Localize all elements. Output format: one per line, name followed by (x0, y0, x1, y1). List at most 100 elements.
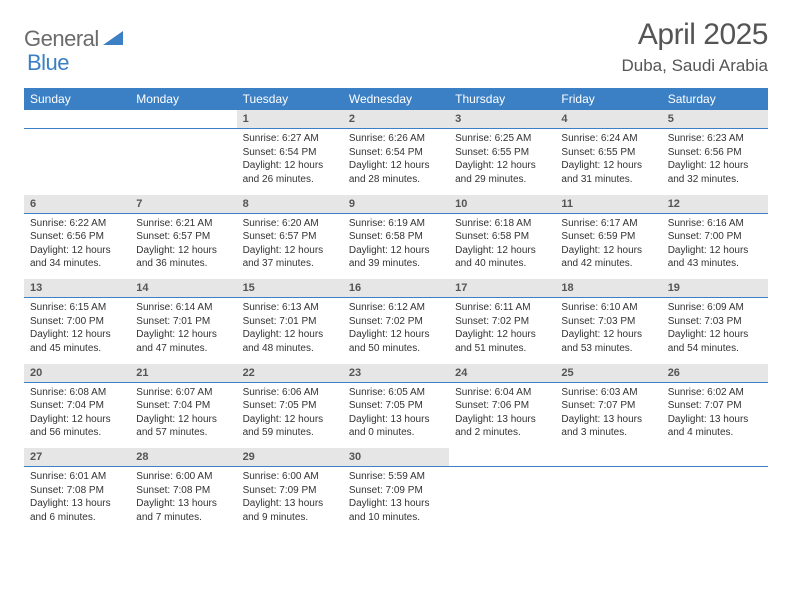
sunrise-line: Sunrise: 6:25 AM (455, 132, 549, 146)
sunset-line: Sunset: 6:54 PM (349, 146, 443, 160)
day-cell-body: Sunrise: 6:03 AMSunset: 7:07 PMDaylight:… (555, 383, 661, 444)
day-number: 21 (130, 364, 236, 382)
weekday-header: Monday (130, 88, 236, 110)
weekday-header: Thursday (449, 88, 555, 110)
sunset-line: Sunset: 7:01 PM (136, 315, 230, 329)
sunrise-line: Sunrise: 6:01 AM (30, 470, 124, 484)
daylight-line: Daylight: 12 hours and 43 minutes. (668, 244, 762, 271)
sunrise-line: Sunrise: 6:26 AM (349, 132, 443, 146)
day-cell: Sunrise: 6:13 AMSunset: 7:01 PMDaylight:… (237, 298, 343, 364)
sunset-line: Sunset: 7:02 PM (349, 315, 443, 329)
day-cell-body: Sunrise: 6:25 AMSunset: 6:55 PMDaylight:… (449, 129, 555, 190)
day-cell: Sunrise: 6:19 AMSunset: 6:58 PMDaylight:… (343, 213, 449, 279)
day-number: 9 (343, 195, 449, 213)
week-row: Sunrise: 6:15 AMSunset: 7:00 PMDaylight:… (24, 298, 768, 364)
logo-text-blue-wrap: Blue (27, 50, 69, 76)
day-cell-body: Sunrise: 6:09 AMSunset: 7:03 PMDaylight:… (662, 298, 768, 359)
day-cell: Sunrise: 6:20 AMSunset: 6:57 PMDaylight:… (237, 213, 343, 279)
day-cell-body: Sunrise: 6:15 AMSunset: 7:00 PMDaylight:… (24, 298, 130, 359)
sunset-line: Sunset: 6:56 PM (30, 230, 124, 244)
sunrise-line: Sunrise: 6:22 AM (30, 217, 124, 231)
sunset-line: Sunset: 6:57 PM (243, 230, 337, 244)
empty-cell (24, 110, 130, 129)
sunrise-line: Sunrise: 6:03 AM (561, 386, 655, 400)
daylight-line: Daylight: 12 hours and 37 minutes. (243, 244, 337, 271)
day-cell-body: Sunrise: 6:10 AMSunset: 7:03 PMDaylight:… (555, 298, 661, 359)
day-cell: Sunrise: 6:18 AMSunset: 6:58 PMDaylight:… (449, 213, 555, 279)
day-cell: Sunrise: 6:01 AMSunset: 7:08 PMDaylight:… (24, 467, 130, 533)
daylight-line: Daylight: 12 hours and 26 minutes. (243, 159, 337, 186)
daynum-row: 27282930 (24, 448, 768, 467)
day-cell: Sunrise: 6:10 AMSunset: 7:03 PMDaylight:… (555, 298, 661, 364)
weekday-header: Tuesday (237, 88, 343, 110)
title-block: April 2025 Duba, Saudi Arabia (622, 18, 769, 76)
day-cell-body: Sunrise: 6:16 AMSunset: 7:00 PMDaylight:… (662, 214, 768, 275)
sunset-line: Sunset: 6:58 PM (455, 230, 549, 244)
day-number: 23 (343, 364, 449, 382)
day-cell: Sunrise: 6:00 AMSunset: 7:08 PMDaylight:… (130, 467, 236, 533)
day-cell-body: Sunrise: 5:59 AMSunset: 7:09 PMDaylight:… (343, 467, 449, 528)
day-cell-body: Sunrise: 6:23 AMSunset: 6:56 PMDaylight:… (662, 129, 768, 190)
day-number: 7 (130, 195, 236, 213)
sunset-line: Sunset: 7:09 PM (243, 484, 337, 498)
day-cell: Sunrise: 5:59 AMSunset: 7:09 PMDaylight:… (343, 467, 449, 533)
weekday-header: Friday (555, 88, 661, 110)
sunrise-line: Sunrise: 6:12 AM (349, 301, 443, 315)
day-number: 15 (237, 279, 343, 297)
day-cell-body: Sunrise: 6:13 AMSunset: 7:01 PMDaylight:… (237, 298, 343, 359)
empty-cell (130, 110, 236, 129)
day-cell-body: Sunrise: 6:26 AMSunset: 6:54 PMDaylight:… (343, 129, 449, 190)
day-cell-body: Sunrise: 6:22 AMSunset: 6:56 PMDaylight:… (24, 214, 130, 275)
sunrise-line: Sunrise: 6:14 AM (136, 301, 230, 315)
day-cell: Sunrise: 6:16 AMSunset: 7:00 PMDaylight:… (662, 213, 768, 279)
week-row: Sunrise: 6:22 AMSunset: 6:56 PM Daylight:… (24, 213, 768, 279)
daylight-line: Daylight: 12 hours and 36 minutes. (136, 244, 230, 271)
sunset-line: Sunset: 7:00 PM (30, 315, 124, 329)
daylight-line: Daylight: 12 hours and 31 minutes. (561, 159, 655, 186)
sunset-line: Sunset: 7:01 PM (243, 315, 337, 329)
weekday-header: Wednesday (343, 88, 449, 110)
day-number: 22 (237, 364, 343, 382)
sunset-line: Sunset: 7:08 PM (30, 484, 124, 498)
sunset-line: Sunset: 6:55 PM (561, 146, 655, 160)
weekday-header: Saturday (662, 88, 768, 110)
daylight-line: Daylight: 13 hours and 10 minutes. (349, 497, 443, 524)
empty-cell (449, 448, 555, 467)
day-number: 16 (343, 279, 449, 297)
daylight-line: Daylight: 12 hours and 53 minutes. (561, 328, 655, 355)
day-number: 18 (555, 279, 661, 297)
weekday-header: Sunday (24, 88, 130, 110)
day-cell: Sunrise: 6:24 AMSunset: 6:55 PMDaylight:… (555, 129, 661, 195)
sunrise-line: Sunrise: 6:20 AM (243, 217, 337, 231)
day-cell-body: Sunrise: 6:17 AMSunset: 6:59 PMDaylight:… (555, 214, 661, 275)
sunrise-line: Sunrise: 6:06 AM (243, 386, 337, 400)
day-number: 29 (237, 448, 343, 466)
sunset-line: Sunset: 7:03 PM (668, 315, 762, 329)
day-number: 14 (130, 279, 236, 297)
day-cell-body: Sunrise: 6:01 AMSunset: 7:08 PMDaylight:… (24, 467, 130, 528)
logo-text-general: General (24, 26, 99, 52)
day-number: 25 (555, 364, 661, 382)
day-cell: Sunrise: 6:27 AMSunset: 6:54 PMDaylight:… (237, 129, 343, 195)
day-cell-body: Sunrise: 6:27 AMSunset: 6:54 PMDaylight:… (237, 129, 343, 190)
sunset-line: Sunset: 6:56 PM (668, 146, 762, 160)
sunrise-line: Sunrise: 6:04 AM (455, 386, 549, 400)
sunrise-line: Sunrise: 6:02 AM (668, 386, 762, 400)
sunrise-line: Sunrise: 6:10 AM (561, 301, 655, 315)
sunset-line: Sunset: 7:05 PM (349, 399, 443, 413)
day-cell-body: Sunrise: 6:14 AMSunset: 7:01 PMDaylight:… (130, 298, 236, 359)
sunrise-line: Sunrise: 6:00 AM (136, 470, 230, 484)
sunset-line: Sunset: 7:08 PM (136, 484, 230, 498)
sunset-line: Sunset: 6:55 PM (455, 146, 549, 160)
day-number: 12 (662, 195, 768, 213)
day-cell: Sunrise: 6:04 AMSunset: 7:06 PMDaylight:… (449, 382, 555, 448)
logo-triangle-icon (103, 29, 123, 50)
day-number: 1 (237, 110, 343, 128)
day-cell: Sunrise: 6:14 AMSunset: 7:01 PMDaylight:… (130, 298, 236, 364)
day-cell (130, 129, 236, 195)
daylight-line: Daylight: 12 hours and 57 minutes. (136, 413, 230, 440)
day-cell-body: Sunrise: 6:00 AMSunset: 7:09 PMDaylight:… (237, 467, 343, 528)
daylight-line: Daylight: 12 hours and 54 minutes. (668, 328, 762, 355)
day-number: 26 (662, 364, 768, 382)
day-number: 20 (24, 364, 130, 382)
